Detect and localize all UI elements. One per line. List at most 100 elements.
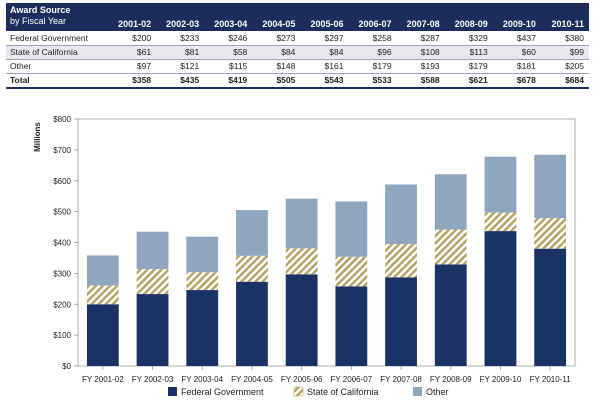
table-cell: $193 bbox=[396, 59, 445, 74]
table-cell: $588 bbox=[396, 72, 445, 89]
bar-other bbox=[434, 174, 467, 230]
year-header: 2005-06 bbox=[300, 3, 349, 31]
year-header: 2008-09 bbox=[444, 3, 493, 31]
stacked-bar-chart: FY 2001-02 FY 2002-03 FY 2003-04 FY 2004-05… bbox=[33, 115, 576, 397]
table-cell: $273 bbox=[252, 31, 301, 46]
bar-state bbox=[484, 212, 517, 232]
legend-label: State of California bbox=[307, 387, 379, 397]
y-tick-label: $600 bbox=[53, 177, 71, 186]
table-cell: $81 bbox=[156, 45, 205, 60]
table-row-total: Total $358 $435 $419 $505 $543 $533 $588… bbox=[6, 72, 589, 89]
bar-other bbox=[385, 184, 417, 245]
x-tick-label: FY 2010-11 bbox=[530, 375, 572, 384]
bar-other bbox=[136, 231, 169, 270]
table-cell: $200 bbox=[108, 31, 157, 46]
table-header-label: Award Source by Fiscal Year bbox=[6, 3, 108, 31]
table-cell: $543 bbox=[300, 72, 349, 89]
table-cell: $678 bbox=[492, 72, 541, 89]
table-cell: $435 bbox=[156, 72, 205, 89]
award-source-table: Award Source by Fiscal Year 2001-02 2002… bbox=[6, 3, 589, 89]
year-header: 2001-02 bbox=[108, 3, 157, 31]
bar-state bbox=[86, 285, 119, 305]
row-label: State of California bbox=[6, 45, 108, 60]
y-tick-label: $100 bbox=[53, 331, 71, 340]
table-header-title: Award Source bbox=[10, 5, 71, 15]
row-label: Federal Government bbox=[6, 31, 108, 46]
bar-federal bbox=[136, 294, 169, 366]
table-cell: $161 bbox=[300, 59, 349, 74]
bar-state bbox=[285, 248, 318, 275]
bar-federal bbox=[285, 274, 318, 366]
table-cell: $58 bbox=[204, 45, 253, 60]
table-cell: $684 bbox=[540, 72, 589, 89]
table-cell: $380 bbox=[540, 31, 589, 46]
bar-federal bbox=[484, 231, 517, 366]
table-cell: $181 bbox=[492, 59, 541, 74]
table-cell: $258 bbox=[348, 31, 397, 46]
bar-other bbox=[335, 201, 368, 257]
bar-federal bbox=[335, 286, 368, 366]
table-cell: $621 bbox=[444, 72, 493, 89]
bar-other bbox=[86, 255, 119, 286]
table-cell: $148 bbox=[252, 59, 301, 74]
bar-state bbox=[534, 218, 567, 249]
x-tick-label: FY 2006-07 bbox=[331, 375, 373, 384]
table-row-federal: Federal Government $200 $233 $246 $273 $… bbox=[6, 31, 589, 46]
y-tick-label: $0 bbox=[62, 362, 71, 371]
year-header: 2010-11 bbox=[540, 3, 589, 31]
y-tick-label: $800 bbox=[53, 115, 71, 124]
bar-state bbox=[186, 272, 219, 291]
table-cell: $287 bbox=[396, 31, 445, 46]
bar-federal bbox=[385, 277, 417, 366]
table-cell: $246 bbox=[204, 31, 253, 46]
year-header: 2002-03 bbox=[156, 3, 205, 31]
table-cell: $505 bbox=[252, 72, 301, 89]
x-tick-label: FY 2003-04 bbox=[181, 375, 223, 384]
table-cell: $61 bbox=[108, 45, 157, 60]
table-cell: $437 bbox=[492, 31, 541, 46]
year-header: 2007-08 bbox=[396, 3, 445, 31]
table-cell: $205 bbox=[540, 59, 589, 74]
row-label: Other bbox=[6, 59, 108, 74]
table-cell: $60 bbox=[492, 45, 541, 60]
bar-state bbox=[335, 256, 368, 287]
year-header: 2009-10 bbox=[492, 3, 541, 31]
table-cell: $97 bbox=[108, 59, 157, 74]
table-cell: $297 bbox=[300, 31, 349, 46]
bar-state bbox=[434, 229, 467, 265]
bar-other bbox=[484, 156, 517, 213]
table-header-row: Award Source by Fiscal Year 2001-02 2002… bbox=[6, 3, 589, 31]
y-axis-label: Millions bbox=[33, 122, 42, 152]
bar-other bbox=[285, 198, 318, 249]
legend-label: Federal Government bbox=[181, 387, 264, 397]
table-row-other: Other $97 $121 $115 $148 $161 $179 $193 … bbox=[6, 59, 589, 74]
table-cell: $179 bbox=[444, 59, 493, 74]
x-tick-label: FY 2004-05 bbox=[231, 375, 273, 384]
x-tick-label: FY 2008-09 bbox=[430, 375, 472, 384]
y-tick-label: $700 bbox=[53, 146, 71, 155]
chart-bars bbox=[86, 154, 567, 366]
table-cell: $99 bbox=[540, 45, 589, 60]
bar-other bbox=[236, 210, 268, 256]
x-tick-label: FY 2005-06 bbox=[281, 375, 323, 384]
table-cell: $179 bbox=[348, 59, 397, 74]
table-cell: $115 bbox=[204, 59, 253, 74]
table-cell: $358 bbox=[108, 72, 157, 89]
legend-swatch-federal bbox=[168, 387, 177, 396]
bar-state bbox=[385, 244, 417, 278]
legend-swatch-state bbox=[293, 386, 304, 397]
bar-federal bbox=[186, 290, 219, 366]
table-cell: $419 bbox=[204, 72, 253, 89]
x-tick-labels: FY 2001-02 FY 2002-03 FY 2003-04 FY 2004-05… bbox=[82, 375, 571, 384]
bar-state bbox=[236, 255, 268, 282]
table-cell: $533 bbox=[348, 72, 397, 89]
year-header: 2003-04 bbox=[204, 3, 253, 31]
table-cell: $108 bbox=[396, 45, 445, 60]
table-row-state: State of California $61 $81 $58 $84 $84 … bbox=[6, 45, 589, 60]
year-header: 2004-05 bbox=[252, 3, 301, 31]
chart-legend: Federal Government State of California Oth… bbox=[168, 386, 449, 397]
table-cell: $96 bbox=[348, 45, 397, 60]
table-cell: $84 bbox=[252, 45, 301, 60]
table-header-subtitle: by Fiscal Year bbox=[10, 16, 67, 26]
year-header: 2006-07 bbox=[348, 3, 397, 31]
